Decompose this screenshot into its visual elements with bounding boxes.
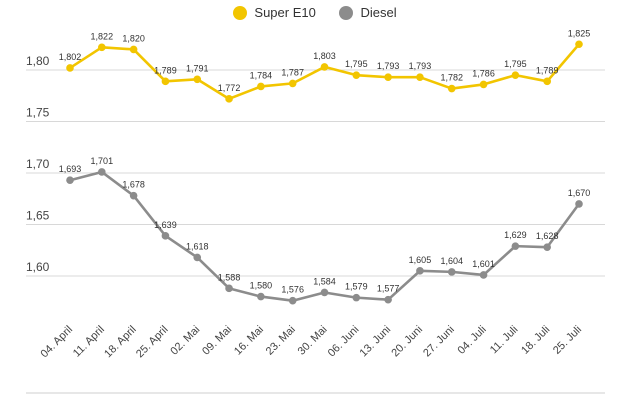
data-label: 1,588 [218,272,241,282]
data-label: 1,601 [472,259,495,269]
x-tick-label: 04. April [39,324,76,361]
data-point [129,45,138,54]
x-tick-label: 25. April [134,324,171,361]
x-tick-label: 04. Juli [456,324,489,357]
data-point [543,77,551,86]
data-label: 1,784 [250,70,273,80]
data-label: 1,605 [409,255,432,265]
data-label: 1,628 [536,231,559,241]
data-point [416,73,424,82]
x-tick-label: 25. Juli [551,324,584,357]
data-point [479,271,488,279]
chart-legend: Super E10 Diesel [0,5,630,23]
data-point [98,43,106,52]
data-point [352,293,361,302]
legend-label-super-e10: Super E10 [254,5,316,20]
y-tick-label: 1,80 [26,54,50,68]
y-tick-label: 1,60 [26,260,50,274]
data-point [320,63,329,71]
data-point [193,253,202,262]
data-point [543,243,551,251]
x-tick-label: 18. Juli [519,324,552,357]
data-label: 1,604 [440,256,463,266]
data-label: 1,793 [377,61,400,71]
data-point [98,168,106,176]
data-label: 1,670 [568,188,591,198]
data-label: 1,629 [504,230,527,240]
data-label: 1,693 [59,164,82,174]
data-label: 1,791 [186,63,209,73]
data-label: 1,618 [186,241,209,251]
data-point [257,82,265,91]
data-label: 1,786 [472,68,495,78]
x-tick-label: 11. April [71,324,107,360]
data-label: 1,802 [59,52,82,62]
data-point [129,191,138,200]
data-point [416,267,424,275]
data-label: 1,822 [91,31,114,41]
data-point [479,80,488,89]
data-point [575,40,583,49]
data-label: 1,576 [281,285,304,295]
data-point [575,200,583,208]
data-point [161,77,170,86]
data-label: 1,639 [154,220,177,230]
data-point [257,292,265,301]
data-point [66,64,74,72]
x-tick-label: 02. Mai [168,324,202,358]
data-label: 1,584 [313,276,336,286]
data-label: 1,579 [345,282,368,292]
data-label: 1,795 [345,59,368,69]
data-point [66,176,74,185]
legend-swatch-super-e10 [233,5,248,20]
x-tick-label: 18. April [102,324,139,361]
data-label: 1,789 [154,65,177,75]
x-tick-label: 20. Juni [389,324,425,360]
legend-item-super-e10: Super E10 [233,5,316,20]
legend-item-diesel: Diesel [339,5,397,20]
x-tick-label: 23. Mai [264,324,298,358]
data-label: 1,782 [440,73,463,83]
data-label: 1,793 [409,61,432,71]
data-point [225,284,233,293]
data-point [288,79,297,88]
data-point [384,295,392,304]
data-point [447,268,456,276]
x-tick-label: 13. Juni [358,324,394,360]
x-tick-label: 16. Mai [232,324,266,358]
y-tick-label: 1,70 [26,157,50,171]
x-tick-label: 09. Mai [200,324,234,358]
data-label: 1,678 [122,180,145,190]
data-label: 1,789 [536,65,559,75]
data-point [161,232,170,240]
data-point [320,288,329,297]
data-point [511,71,520,79]
y-tick-label: 1,65 [26,209,50,223]
x-tick-label: 27. Juni [421,324,457,360]
data-label: 1,820 [122,33,145,43]
data-label: 1,795 [504,59,527,69]
data-point [225,95,233,103]
legend-swatch-diesel [339,5,354,20]
data-label: 1,580 [250,281,273,291]
data-label: 1,803 [313,51,336,61]
data-label: 1,577 [377,284,400,294]
data-point [352,71,361,79]
data-point [511,242,520,250]
data-point [384,73,392,82]
data-label: 1,701 [91,156,114,166]
y-tick-label: 1,75 [26,106,50,120]
x-tick-label: 30. Mai [296,324,330,358]
data-point [193,75,202,84]
data-point [288,296,297,305]
data-label: 1,787 [281,67,304,77]
x-tick-label: 11. Juli [488,324,521,357]
legend-label-diesel: Diesel [360,5,397,20]
x-tick-label: 06. Juni [326,324,362,360]
data-point [447,84,456,93]
data-label: 1,825 [568,28,591,38]
data-label: 1,772 [218,83,241,93]
